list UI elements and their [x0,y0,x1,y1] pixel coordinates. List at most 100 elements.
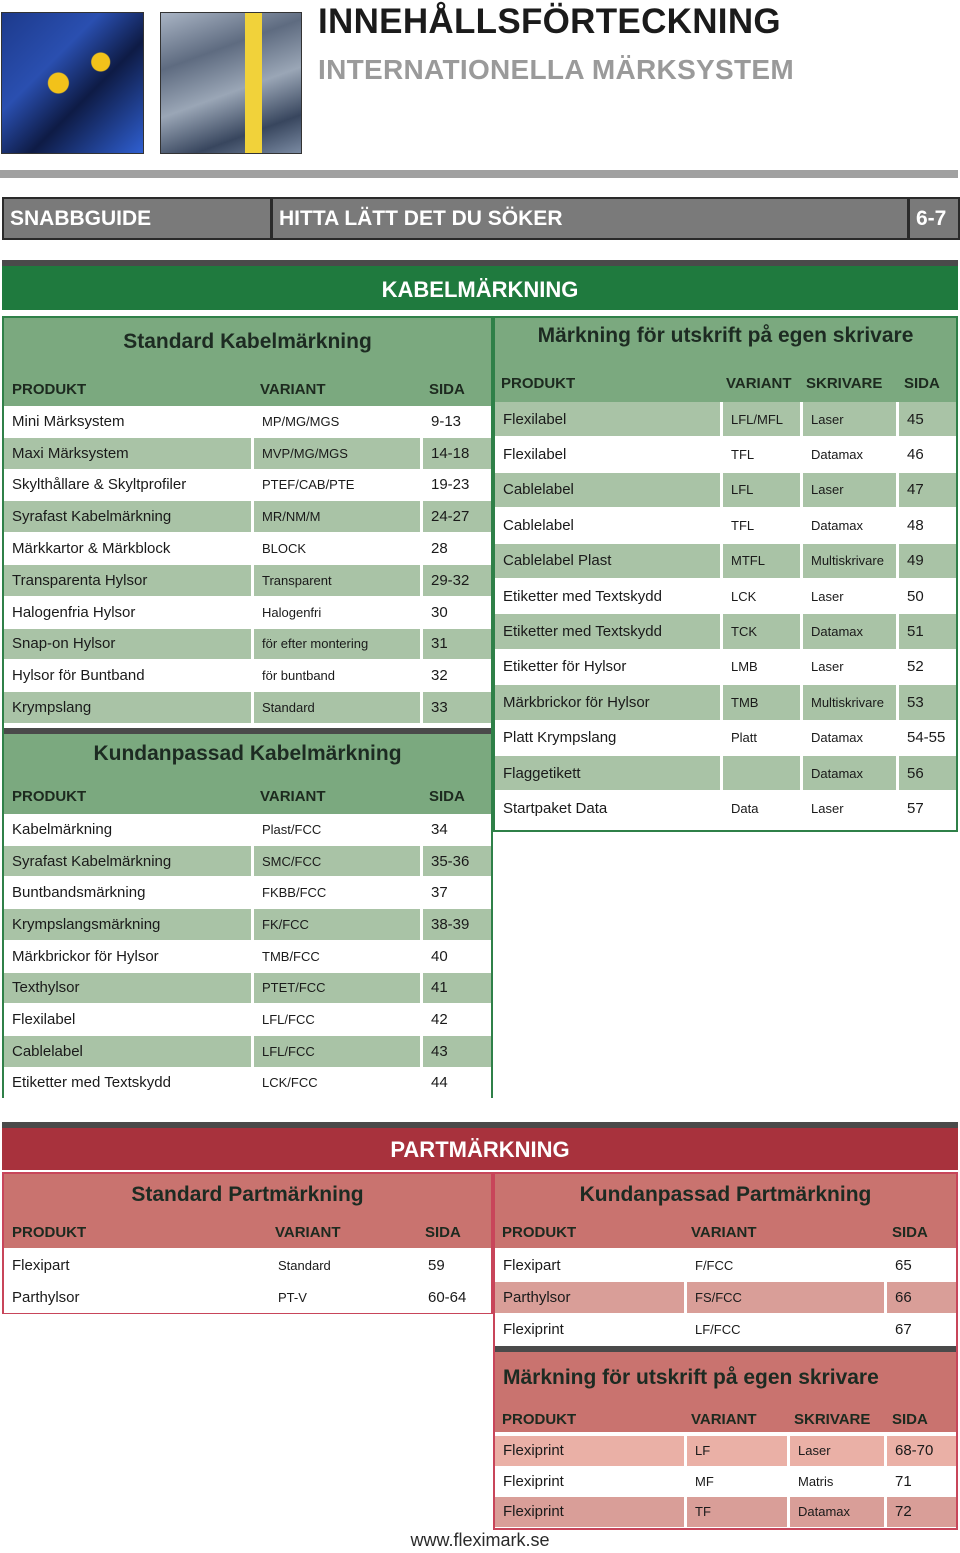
cell-produkt: Flexipart [495,1250,684,1281]
cell-sida: 31 [420,628,491,660]
table-row: Flexipart Standard 59 [4,1250,491,1281]
cell-produkt: Etiketter med Textskydd [495,579,720,614]
cell-skrivare: Datamax [800,614,896,649]
cell-skrivare: Laser [800,472,896,508]
cell-skrivare: Datamax [800,508,896,543]
standard-part-title: Standard Partmärkning [131,1183,364,1206]
cell-variant: FK/FCC [251,909,420,940]
cell-variant: PTEF/CAB/PTE [251,469,420,501]
cell-sida: 45 [896,402,956,437]
cell-produkt: Syrafast Kabelmärkning [4,845,251,877]
divider [270,199,273,238]
table-row: Cablelabel LFL/FCC 43 [4,1035,491,1067]
cell-produkt: Transparenta Hylsor [4,565,251,596]
cell-produkt: Kabelmärkning [4,814,251,845]
table-row: Flexiprint LF Laser 68-70 [495,1436,956,1466]
panel-skrivare-kabel: Märkning för utskrift på egen skrivare P… [493,316,958,832]
cell-produkt: Cablelabel [495,472,720,508]
table-row: Flexiprint LF/FCC 67 [495,1314,956,1345]
cell-sida: 24-27 [420,501,491,533]
quick-guide-bar: SNABBGUIDE HITTA LÄTT DET DU SÖKER 6-7 [2,197,960,240]
panel-standard-kabel: Standard Kabelmärkning PRODUKT VARIANT S… [2,316,493,1099]
cell-sida: 28 [420,533,491,564]
panel-header-bg [495,318,956,402]
cell-produkt: Hylsor för Buntband [4,660,251,692]
cell-produkt: Halogenfria Hylsor [4,596,251,628]
cell-sida: 44 [420,1067,491,1099]
cell-variant: FKBB/FCC [251,877,420,909]
cell-sida: 53 [896,685,956,720]
cell-variant: för buntband [251,660,420,692]
col-header-sida: SIDA [429,788,465,805]
panel-header-bg [495,1174,956,1248]
panel-kundanpassad-part: Kundanpassad Partmärkning PRODUKT VARIAN… [493,1172,958,1530]
cell-produkt: Flexiprint [495,1466,684,1496]
cell-variant: MP/MG/MGS [251,406,420,437]
cell-variant: TFL [720,508,800,543]
cell-sida: 68-70 [884,1436,956,1466]
cell-variant: MTFL [720,543,800,578]
col-header-produkt: PRODUKT [501,375,576,392]
cell-sida: 40 [420,940,491,972]
cell-produkt: Snap-on Hylsor [4,628,251,660]
cell-produkt: Krympslang [4,692,251,723]
cell-produkt: Etiketter för Hylsor [495,649,720,685]
table-row: Flaggetikett Datamax 56 [495,756,956,791]
cell-sida: 60-64 [417,1282,491,1313]
section-heading-part: PARTMÄRKNING [2,1122,958,1170]
cell-sida: 52 [896,649,956,685]
cell-sida: 57 [896,791,956,826]
cell-produkt: Parthylsor [4,1282,267,1313]
panel-header-bg [4,318,491,406]
cell-variant: LFL/FCC [251,1004,420,1035]
table-row: Halogenfria Hylsor Halogenfri 30 [4,596,491,628]
table-row: Krympslangsmärkning FK/FCC 38-39 [4,909,491,940]
cell-skrivare: Laser [800,402,896,437]
cell-variant: LCK/FCC [251,1067,420,1099]
cell-sida: 56 [896,756,956,791]
table-row: Buntbandsmärkning FKBB/FCC 37 [4,877,491,909]
table-row: Texthylsor PTET/FCC 41 [4,972,491,1004]
cell-produkt: Etiketter med Textskydd [495,614,720,649]
col-header-variant: VARIANT [260,788,326,805]
cell-sida: 49 [896,543,956,578]
cell-variant: FS/FCC [684,1282,884,1313]
cell-skrivare: Laser [800,791,896,826]
cell-sida: 30 [420,596,491,628]
cell-variant: SMC/FCC [251,845,420,877]
cell-variant: TMB/FCC [251,940,420,972]
col-header-sida: SIDA [892,1224,928,1241]
table-row: Syrafast Kabelmärkning MR/NM/M 24-27 [4,501,491,533]
table-row: Skylthållare & Skyltprofiler PTEF/CAB/PTE… [4,469,491,501]
table-row: Etiketter med Textskydd LCK Laser 50 [495,579,956,614]
standard-kabel-title: Standard Kabelmärkning [123,330,372,353]
table-row: Flexilabel LFL/FCC 42 [4,1004,491,1035]
cell-variant: TFL [720,437,800,472]
table-row: Cablelabel TFL Datamax 48 [495,508,956,543]
quick-guide-text: HITTA LÄTT DET DU SÖKER [279,207,563,230]
cell-produkt: Märkbrickor för Hylsor [495,685,720,720]
cell-produkt: Cablelabel Plast [495,543,720,578]
cell-produkt: Buntbandsmärkning [4,877,251,909]
table-row: Startpaket Data Data Laser 57 [495,791,956,826]
cell-produkt: Texthylsor [4,972,251,1004]
skrivare-part-title: Märkning för utskrift på egen skrivare [503,1366,879,1389]
cell-produkt: Maxi Märksystem [4,437,251,469]
cell-produkt: Cablelabel [495,508,720,543]
table-row: Flexilabel TFL Datamax 46 [495,437,956,472]
table-row: Etiketter med Textskydd TCK Datamax 51 [495,614,956,649]
cell-sida: 34 [420,814,491,845]
cell-sida: 50 [896,579,956,614]
quick-guide-pages: 6-7 [916,207,947,230]
cell-sida: 47 [896,472,956,508]
cell-variant: MF [684,1466,787,1496]
cell-produkt: Flexiprint [495,1497,684,1527]
cell-produkt: Flexilabel [4,1004,251,1035]
cell-sida: 59 [417,1250,491,1281]
cell-produkt: Märkbrickor för Hylsor [4,940,251,972]
cell-produkt: Märkkartor & Märkblock [4,533,251,564]
cell-sida: 48 [896,508,956,543]
col-header-sida: SIDA [892,1411,928,1428]
col-header-variant: VARIANT [691,1411,757,1428]
cell-produkt: Cablelabel [4,1035,251,1067]
